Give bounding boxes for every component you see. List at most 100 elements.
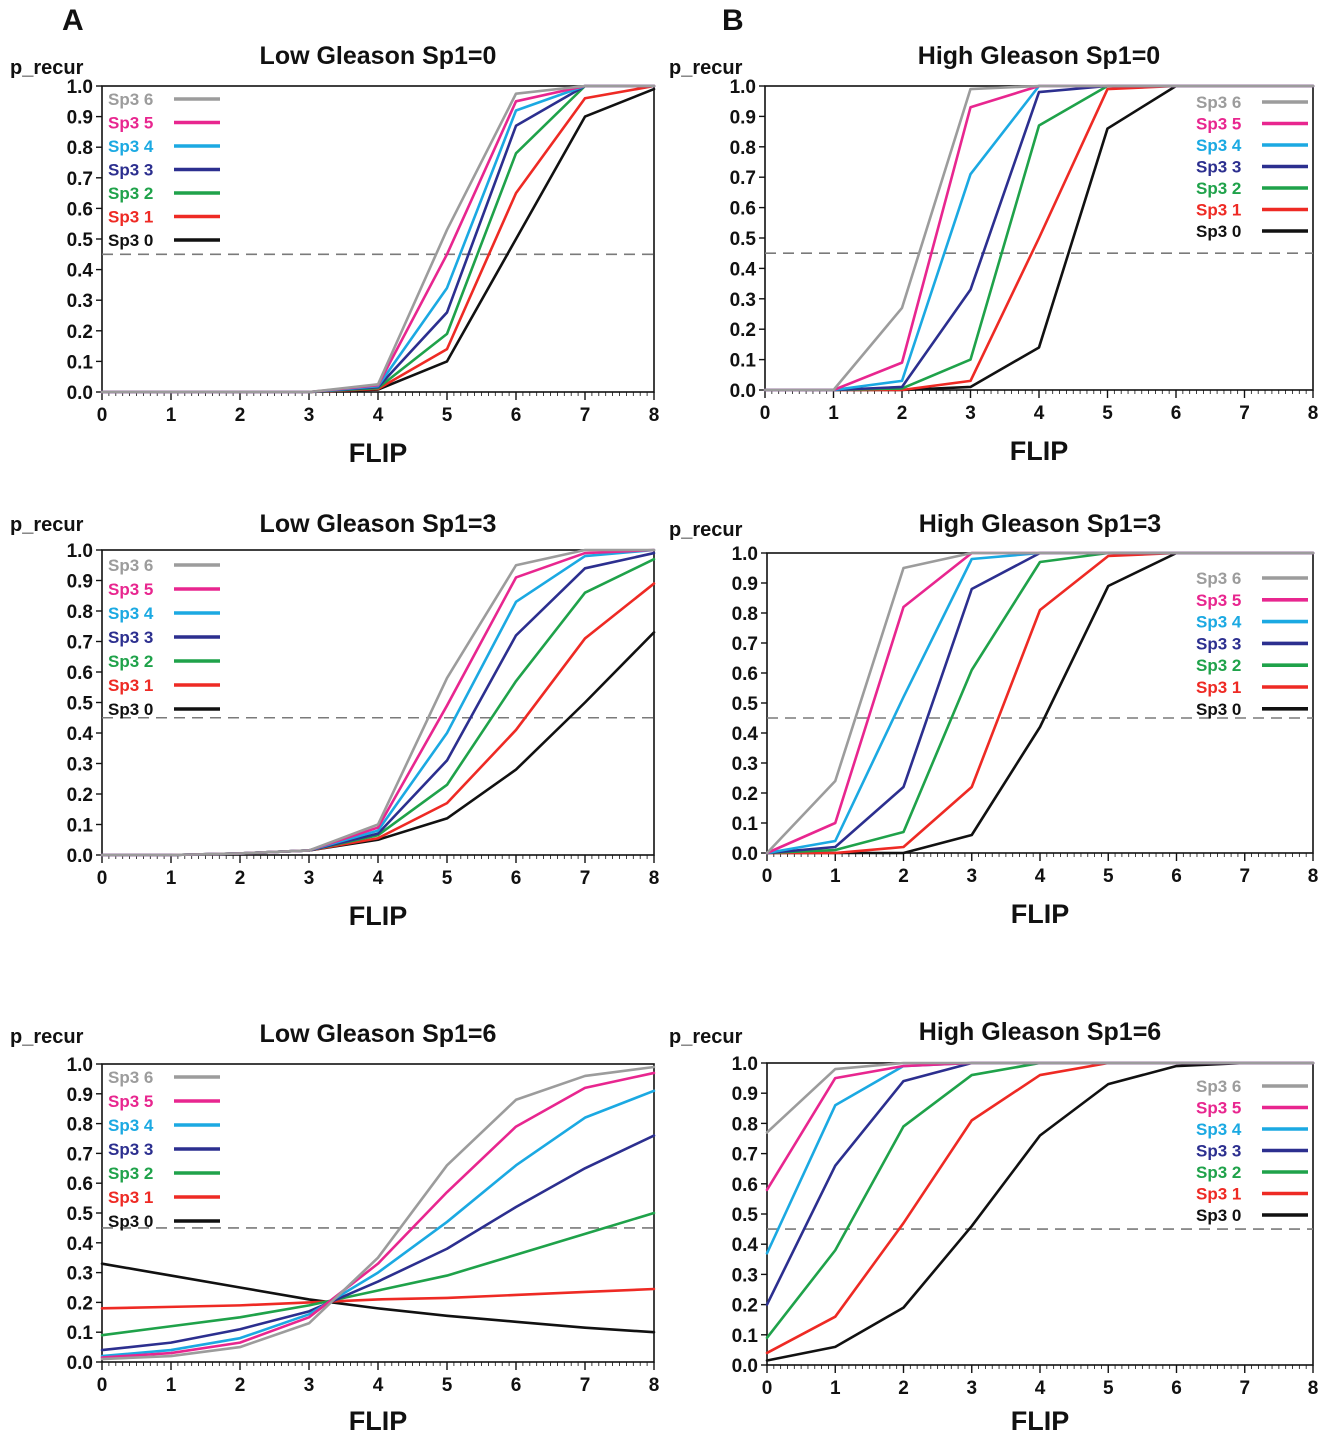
y-tick-label: 0.3 [67,291,93,312]
x-tick-label: 8 [1308,1378,1319,1399]
legend-label: Sp3 2 [108,652,153,671]
x-axis-label: FLIP [1011,1406,1070,1432]
y-tick-label: 0.5 [732,1205,759,1226]
y-tick-label: 0.9 [67,1085,93,1106]
series-line-sp3-6 [763,84,1315,392]
legend: Sp3 6 Sp3 5 Sp3 4 Sp3 3 Sp3 2 Sp3 1 Sp3 0 [1196,1077,1308,1225]
x-tick-label: 4 [373,1375,384,1396]
y-axis-label: p_recur [10,514,84,536]
series-line-sp3-2 [100,1211,656,1337]
x-tick-label: 2 [235,405,246,426]
y-axis-label: p_recur [669,519,743,541]
x-tick-label: 2 [235,868,246,889]
x-tick-label: 3 [304,868,315,889]
legend-label: Sp3 0 [108,1212,153,1231]
y-tick-label: 0.0 [67,1353,93,1374]
x-axis-label: FLIP [349,438,408,468]
y-tick-label: 0.6 [732,1175,758,1196]
y-tick-label: 0.3 [732,1265,758,1286]
legend-label: Sp3 6 [1196,569,1241,588]
y-tick-label: 0.2 [730,320,756,341]
y-tick-label: 0.9 [67,572,93,593]
y-tick-label: 0.2 [67,1293,93,1314]
x-tick-label: 1 [166,1375,177,1396]
y-tick-label: 0.0 [732,1356,758,1377]
legend-label: Sp3 5 [108,1092,153,1111]
x-tick-label: 3 [304,405,315,426]
y-tick-label: 0.0 [67,846,93,867]
y-tick-label: 1.0 [732,544,758,565]
y-tick-label: 0.5 [732,694,759,715]
legend-label: Sp3 0 [1196,700,1241,719]
y-tick-label: 0.7 [67,633,93,654]
x-tick-label: 3 [304,1375,315,1396]
x-tick-label: 8 [649,405,660,426]
y-tick-label: 0.9 [730,107,756,128]
y-tick-label: 0.4 [67,261,94,282]
series-line-sp3-5 [100,1071,656,1359]
chart-title: High Gleason Sp1=6 [919,1018,1161,1046]
y-tick-label: 1.0 [67,1055,93,1076]
y-tick-label: 0.4 [67,724,94,745]
y-tick-label: 0.9 [732,1084,758,1105]
y-axis-label: p_recur [10,1026,84,1048]
y-axis-label: p_recur [669,57,743,79]
y-tick-label: 0.7 [67,1144,93,1165]
x-tick-label: 8 [649,1375,660,1396]
legend-label: Sp3 1 [108,208,153,227]
series-line-sp3-6 [765,551,1315,855]
y-tick-label: 0.2 [732,784,758,805]
y-tick-label: 0.6 [67,663,93,684]
x-axis-label: FLIP [349,1406,408,1432]
x-tick-label: 4 [373,405,384,426]
legend: Sp3 6 Sp3 5 Sp3 4 Sp3 3 Sp3 2 Sp3 1 Sp3 0 [1196,569,1308,719]
series-line-sp3-6 [100,1065,656,1361]
x-tick-label: 1 [166,868,177,889]
legend: Sp3 6 Sp3 5 Sp3 4 Sp3 3 Sp3 2 Sp3 1 Sp3 0 [108,1068,220,1231]
chart-title: High Gleason Sp1=3 [919,510,1161,538]
chart-panel-1: Low Gleason Sp1=0 p_recur FLIP 0.0 0.1 0.2 0.3… [10,42,659,468]
y-tick-label: 0.4 [67,1234,94,1255]
y-tick-label: 0.1 [67,816,94,837]
x-tick-label: 4 [1035,1378,1046,1399]
series-line-sp3-0 [100,1262,656,1334]
y-tick-label: 0.7 [730,168,756,189]
plot-frame [101,549,655,856]
x-tick-label: 5 [442,1375,453,1396]
x-tick-label: 4 [373,868,384,889]
legend-label: Sp3 0 [108,231,153,250]
x-tick-label: 7 [1239,1378,1250,1399]
y-axis-label: p_recur [669,1026,743,1048]
plot-frame [101,1063,655,1363]
legend-label: Sp3 5 [1196,115,1241,134]
y-tick-label: 0.0 [732,844,758,865]
y-tick-label: 0.1 [732,1326,759,1347]
x-tick-label: 6 [511,868,522,889]
legend-label: Sp3 4 [1196,1120,1242,1139]
legend-label: Sp3 3 [1196,1142,1241,1161]
y-tick-label: 0.2 [67,322,93,343]
legend-label: Sp3 0 [1196,222,1241,241]
x-tick-label: 8 [649,868,660,889]
series-line-sp3-3 [100,1134,656,1352]
y-tick-label: 0.2 [67,785,93,806]
legend-label: Sp3 4 [108,1116,154,1135]
y-tick-label: 0.4 [732,724,759,745]
legend-label: Sp3 4 [108,137,154,156]
x-tick-label: 1 [830,866,841,887]
legend-label: Sp3 5 [1196,1099,1241,1118]
x-tick-label: 5 [1103,866,1114,887]
legend-label: Sp3 2 [108,1164,153,1183]
y-tick-label: 0.8 [732,1114,758,1135]
y-tick-label: 0.4 [730,259,757,280]
y-tick-label: 0.2 [732,1296,758,1317]
chart-title: High Gleason Sp1=0 [918,42,1160,70]
legend-label: Sp3 5 [108,580,153,599]
y-tick-label: 0.8 [732,604,758,625]
y-tick-label: 0.6 [67,1174,93,1195]
series-line-sp3-5 [100,548,656,857]
y-tick-label: 0.0 [67,383,93,404]
legend-label: Sp3 0 [1196,1206,1241,1225]
y-tick-label: 0.1 [730,351,757,372]
y-tick-label: 0.9 [732,574,758,595]
